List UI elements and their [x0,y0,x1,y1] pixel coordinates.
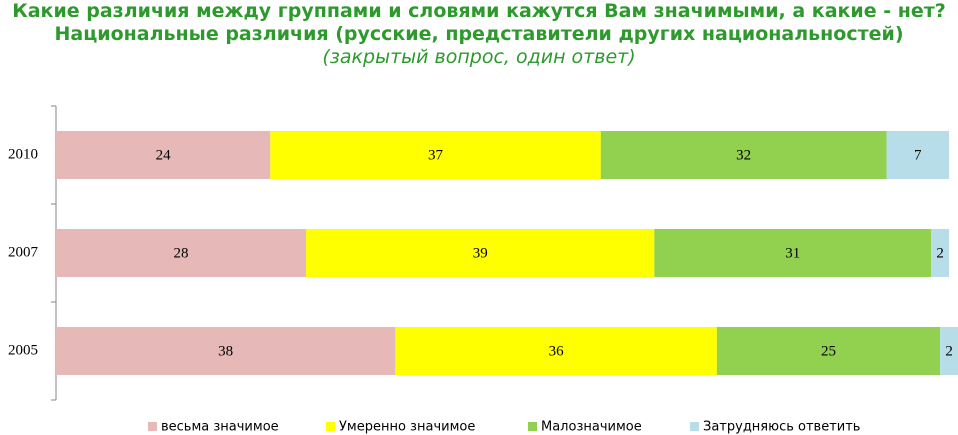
chart-title: Какие различия между группами и словями … [12,0,946,45]
value-label: 25 [821,343,836,359]
legend-swatch [690,422,699,431]
value-label: 39 [473,245,488,261]
chart-header: Какие различия между группами и словями … [0,0,958,69]
legend-label: Умеренно значимое [339,420,475,435]
bar-segment [600,131,887,179]
bar-segment [931,229,950,277]
bar-segment [306,229,655,277]
bar-segment [56,327,396,375]
bar-segment [654,229,932,277]
y-tick-label: 2007 [8,244,39,260]
value-label: 32 [736,147,751,163]
bar-segment [395,327,717,375]
value-label: 38 [218,343,233,359]
bar-segment [886,131,950,179]
y-tick-label: 2010 [8,146,38,162]
bar-segment [56,131,271,179]
bar-segment [56,229,307,277]
value-label: 2 [945,343,953,359]
chart-subtitle: (закрытый вопрос, один ответ) [322,46,636,68]
bar-segment [716,327,941,375]
value-label: 2 [936,245,944,261]
value-label: 28 [174,245,189,261]
value-label: 24 [156,147,172,163]
value-label: 31 [785,245,800,261]
legend-swatch [326,422,335,431]
legend-swatch [148,422,157,431]
legend-label: Затрудняюсь ответить [703,420,860,435]
value-label: 36 [549,343,565,359]
value-label: 37 [428,147,444,163]
bar-segment [940,327,958,375]
legend-swatch [528,422,537,431]
value-label: 7 [914,147,922,163]
bar-segment [270,131,601,179]
y-tick-label: 2005 [8,342,38,358]
legend-label: Малозначимое [541,420,642,435]
legend-label: весьма значимое [161,420,279,435]
